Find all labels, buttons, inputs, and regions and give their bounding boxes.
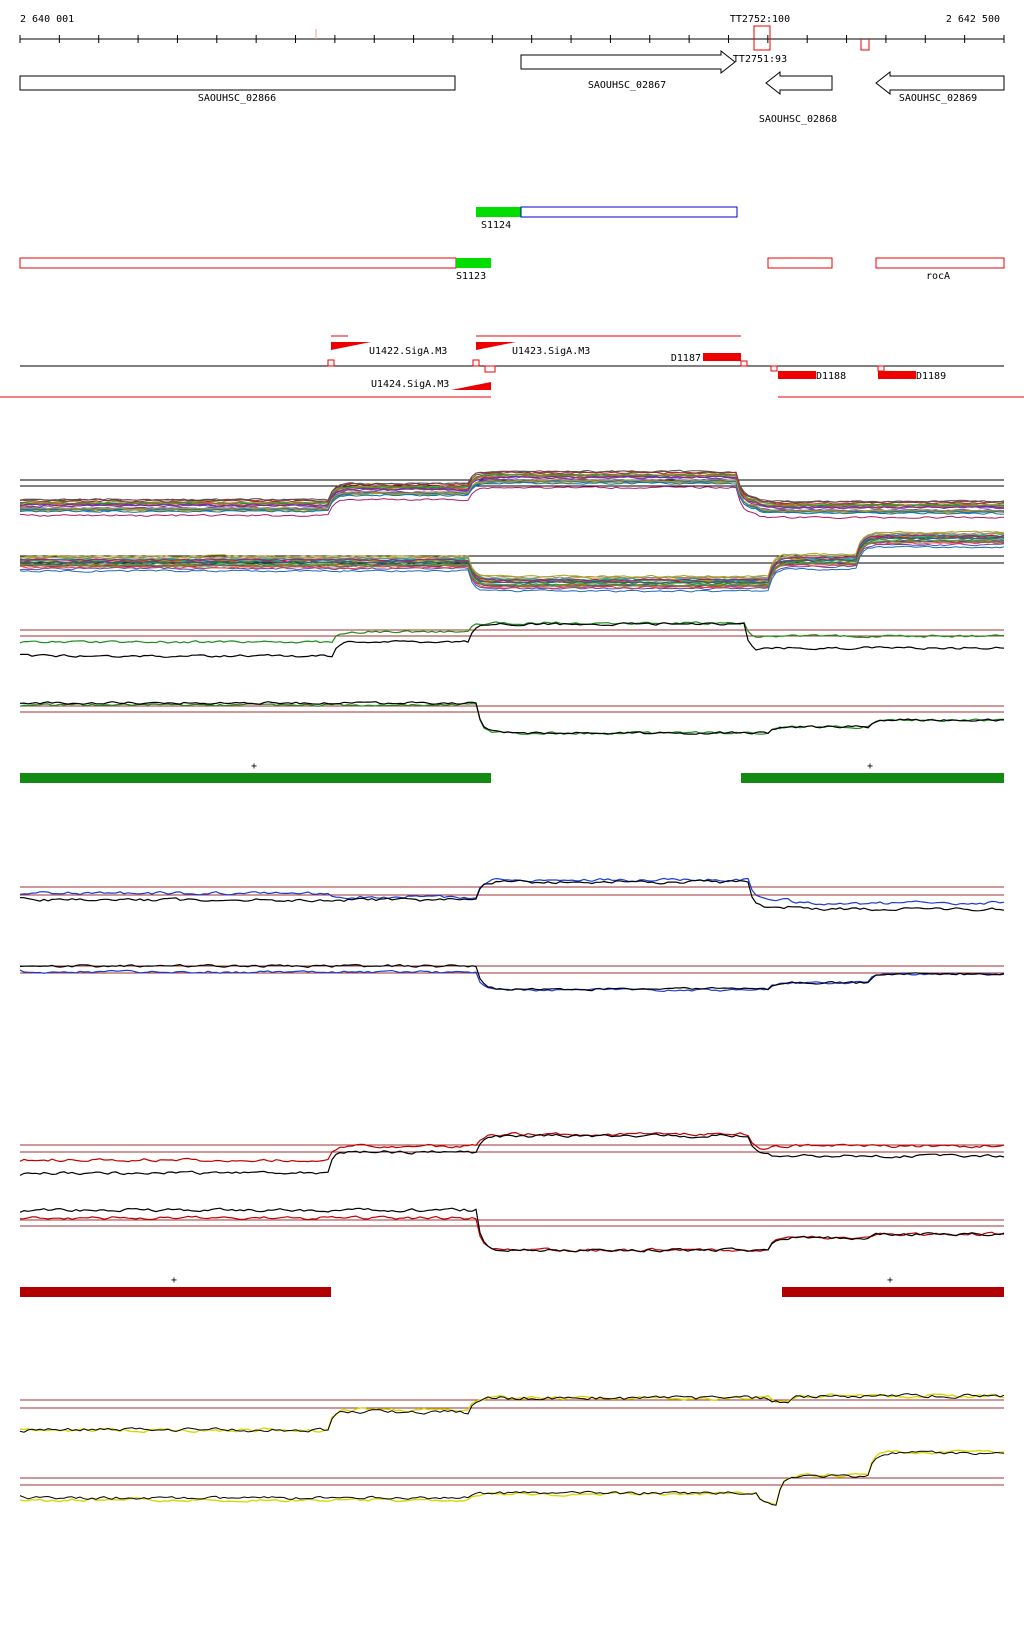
promoter-track bbox=[0, 335, 1024, 398]
green-track-line bbox=[19, 621, 1005, 644]
green-track-line bbox=[19, 701, 1004, 735]
downshift-d1187[interactable]: D1187 bbox=[671, 353, 748, 367]
terminator-tt2752[interactable]: TT2752:100 bbox=[730, 14, 790, 51]
segment-blue-block bbox=[520, 206, 738, 218]
segment-label: rocA bbox=[926, 271, 950, 282]
red-bar-right-mark: + bbox=[887, 1275, 893, 1286]
gene-saouhsc-02866[interactable]: SAOUHSC_02866 bbox=[19, 75, 456, 104]
red-bar-right[interactable] bbox=[782, 1287, 1004, 1297]
shift-block bbox=[778, 371, 816, 379]
promoter-u1423[interactable]: U1423.SigA.M3 bbox=[472, 342, 590, 367]
blue-track-line bbox=[19, 879, 1005, 912]
segment-s1124[interactable]: S1124 bbox=[476, 206, 738, 231]
promoter-tss bbox=[472, 359, 480, 367]
ruler-end-label: 2 642 500 bbox=[946, 14, 1000, 25]
profile-line-forward bbox=[19, 475, 1005, 509]
shift-block bbox=[703, 353, 741, 361]
segment-red-block-mid[interactable] bbox=[767, 257, 833, 269]
gene-label: SAOUHSC_02868 bbox=[759, 114, 837, 125]
promoter-flag bbox=[476, 342, 516, 366]
profile-line-reverse bbox=[19, 534, 1005, 582]
promoter-u1422[interactable]: U1422.SigA.M3 bbox=[327, 342, 447, 367]
profile-line-forward bbox=[19, 471, 1005, 505]
shift-tss bbox=[770, 365, 778, 372]
yellow-track-line bbox=[19, 1393, 1005, 1434]
yellow-track-line bbox=[19, 1450, 1005, 1506]
gene-label: SAOUHSC_02869 bbox=[899, 93, 977, 104]
terminator-mark-right bbox=[860, 39, 870, 51]
red-region-bars: + + bbox=[20, 1275, 1004, 1297]
profile-line-forward bbox=[19, 478, 1005, 513]
ruler-start-label: 2 640 001 bbox=[20, 14, 74, 25]
downshift-d1189[interactable]: D1189 bbox=[877, 365, 946, 382]
segment-roca[interactable]: rocA bbox=[875, 257, 1005, 282]
yellow-track-line bbox=[19, 1449, 1005, 1506]
profile-line-reverse bbox=[19, 543, 1005, 591]
green-bar-right[interactable] bbox=[741, 773, 1004, 783]
terminator-tt2751[interactable]: TT2751:93 bbox=[733, 54, 787, 65]
segment-green-block bbox=[476, 207, 521, 217]
segment-label: S1124 bbox=[481, 220, 511, 231]
terminator-box-tt2752 bbox=[753, 25, 771, 51]
promoter-tss bbox=[484, 365, 496, 373]
gene-label: SAOUHSC_02867 bbox=[588, 80, 666, 91]
profile-line-reverse bbox=[19, 539, 1005, 588]
downshift-d1188[interactable]: D1188 bbox=[770, 365, 846, 382]
gene-arrow-reverse bbox=[765, 70, 833, 96]
green-track-line bbox=[19, 702, 1005, 736]
profile-line-reverse bbox=[19, 545, 1005, 593]
blue-track-line bbox=[19, 963, 1005, 992]
shift-label: D1189 bbox=[916, 371, 946, 382]
terminator-label-tt2751: TT2751:93 bbox=[733, 54, 787, 65]
profile-line-reverse bbox=[19, 541, 1005, 590]
segment-red-block bbox=[875, 257, 1005, 269]
green-region-bars: + + bbox=[20, 761, 1004, 783]
red-track-line bbox=[19, 1133, 1005, 1176]
promoter-u1424[interactable]: U1424.SigA.M3 bbox=[371, 365, 496, 390]
red-bar-left[interactable] bbox=[20, 1287, 331, 1297]
profile-line-forward bbox=[19, 481, 1004, 515]
red-bar-left-mark: + bbox=[171, 1275, 177, 1286]
gene-arrow-forward bbox=[520, 49, 736, 75]
yellow-track-line bbox=[19, 1393, 1005, 1433]
shift-label: D1188 bbox=[816, 371, 846, 382]
segment-red-block bbox=[19, 257, 457, 269]
green-track-line bbox=[19, 622, 1005, 658]
promoter-tss bbox=[327, 359, 335, 367]
red-track-line bbox=[19, 1207, 1005, 1253]
segment-label: S1123 bbox=[456, 271, 486, 282]
gene-saouhsc-02867[interactable]: SAOUHSC_02867 bbox=[520, 49, 736, 91]
shift-label: D1187 bbox=[671, 353, 701, 364]
green-bar-left[interactable] bbox=[20, 773, 491, 783]
promoter-flag-reverse bbox=[451, 366, 491, 390]
gene-saouhsc-02869[interactable]: SAOUHSC_02869 bbox=[875, 70, 1005, 104]
profile-line-reverse bbox=[19, 536, 1005, 584]
terminator-label-tt2752: TT2752:100 bbox=[730, 14, 790, 25]
ruler-ticks bbox=[19, 35, 1005, 43]
green-bar-right-mark: + bbox=[867, 761, 873, 772]
shift-tss bbox=[877, 365, 885, 372]
blue-track-line bbox=[19, 877, 1005, 906]
promoter-label: U1424.SigA.M3 bbox=[371, 379, 449, 390]
segment-green-block bbox=[456, 258, 491, 268]
coordinate-ruler: 2 640 001 2 642 500 bbox=[19, 14, 1005, 43]
promoter-label: U1423.SigA.M3 bbox=[512, 346, 590, 357]
promoter-flag bbox=[331, 342, 371, 366]
segment-s1123[interactable]: S1123 bbox=[19, 257, 491, 282]
gene-saouhsc-02868[interactable]: SAOUHSC_02868 bbox=[759, 70, 837, 125]
gene-arrow-reverse bbox=[875, 70, 1005, 96]
profile-line-forward bbox=[19, 485, 1005, 520]
promoter-label: U1422.SigA.M3 bbox=[369, 346, 447, 357]
expression-tracks bbox=[19, 469, 1005, 1506]
shift-tss bbox=[740, 360, 748, 367]
shift-block bbox=[878, 371, 916, 379]
red-track-line bbox=[19, 1215, 1005, 1253]
profile-line-reverse bbox=[19, 530, 1005, 578]
gene-label: SAOUHSC_02866 bbox=[198, 93, 276, 104]
green-bar-left-mark: + bbox=[251, 761, 257, 772]
red-track-line bbox=[19, 1131, 1005, 1163]
gene-body bbox=[19, 75, 456, 91]
